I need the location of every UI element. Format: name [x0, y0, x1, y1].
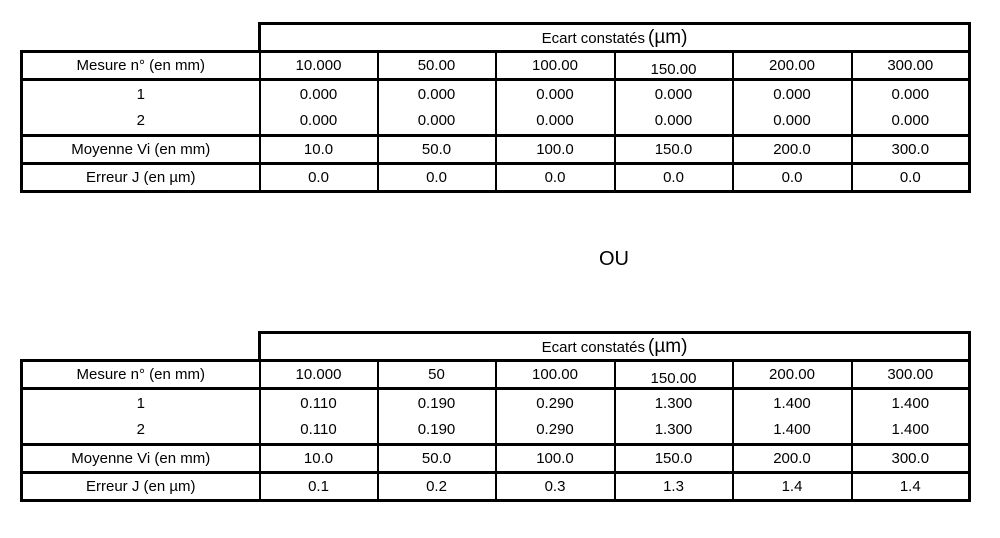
value-cell: 100.0: [494, 134, 616, 165]
value-cell: 1.400: [731, 387, 853, 417]
measure-label-cell: Mesure n° (en mm): [20, 359, 261, 390]
value-cell: 0.0: [376, 162, 497, 193]
error-row: Erreur J (en µm) 0.0 0.0 0.0 0.0 0.0 0.0: [20, 162, 972, 193]
row-number-cell: 1: [20, 387, 261, 417]
value-cell: 0.000: [494, 78, 616, 108]
value-cell: 0.000: [258, 78, 379, 108]
or-separator: OU: [599, 248, 629, 270]
column-header-cell: 300.00: [850, 50, 972, 81]
column-header-cell: 100.00: [494, 50, 616, 81]
value-cell: 1.400: [850, 387, 972, 417]
value-cell: 0.000: [731, 107, 853, 137]
deviation-header: Ecart constatés (µm): [257, 331, 972, 362]
blank-corner-cell: [22, 333, 260, 361]
value-cell: 1.400: [731, 416, 853, 446]
deviation-header-unit: (µm): [648, 26, 688, 48]
value-cell: 0.0: [731, 162, 853, 193]
value-cell: 0.190: [376, 387, 497, 417]
mean-row: Moyenne Vi (en mm) 10.0 50.0 100.0 150.0…: [20, 134, 972, 165]
column-header-cell: 50.00: [376, 50, 497, 81]
value-cell: 0.000: [494, 107, 616, 137]
row-number-cell: 2: [20, 416, 261, 446]
measure-row-1: 1 0.110 0.190 0.290 1.300 1.400 1.400: [20, 387, 972, 417]
value-cell: 0.000: [850, 107, 972, 137]
row-number-cell: 1: [20, 78, 261, 108]
value-cell: 200.0: [731, 134, 853, 165]
value-cell: 1.300: [613, 387, 734, 417]
value-cell: 0.000: [613, 107, 734, 137]
value-cell: 0.000: [376, 78, 497, 108]
measurement-table-1: Ecart constatés (µm) Mesure n° (en mm) 10…: [20, 22, 972, 193]
value-cell: 200.0: [731, 443, 853, 474]
value-cell: 10.0: [258, 443, 379, 474]
value-cell: 50.0: [376, 134, 497, 165]
mean-row: Moyenne Vi (en mm) 10.0 50.0 100.0 150.0…: [20, 443, 972, 474]
column-header-cell: 10.000: [258, 359, 379, 390]
deviation-header: Ecart constatés (µm): [257, 22, 972, 53]
value-cell: 300.0: [850, 443, 972, 474]
value-cell: 0.000: [613, 78, 734, 108]
value-cell: 0.110: [258, 416, 379, 446]
column-header-row: Mesure n° (en mm) 10.000 50.00 100.00 15…: [20, 50, 972, 81]
error-row: Erreur J (en µm) 0.1 0.2 0.3 1.3 1.4 1.4: [20, 471, 972, 502]
column-header-cell: 10.000: [258, 50, 379, 81]
column-header-cell: 100.00: [494, 359, 616, 390]
error-label-cell: Erreur J (en µm): [20, 471, 261, 502]
measure-label-cell: Mesure n° (en mm): [20, 50, 261, 81]
value-cell: 1.4: [731, 471, 853, 502]
value-cell: 0.0: [494, 162, 616, 193]
value-cell: 0.0: [850, 162, 972, 193]
column-header-cell: 300.00: [850, 359, 972, 390]
column-header-row: Mesure n° (en mm) 10.000 50 100.00 150.0…: [20, 359, 972, 390]
value-cell: 0.000: [731, 78, 853, 108]
mean-label-cell: Moyenne Vi (en mm): [20, 134, 261, 165]
value-cell: 0.0: [258, 162, 379, 193]
value-cell: 0.190: [376, 416, 497, 446]
deviation-header-unit: (µm): [648, 335, 688, 357]
value-cell: 1.4: [850, 471, 972, 502]
deviation-header-title: Ecart constatés: [541, 338, 645, 356]
value-cell: 150.0: [613, 134, 734, 165]
value-cell: 0.000: [850, 78, 972, 108]
deviation-header-row: Ecart constatés (µm): [22, 331, 972, 362]
value-cell: 0.110: [258, 387, 379, 417]
value-cell: 0.000: [376, 107, 497, 137]
value-cell: 1.3: [613, 471, 734, 502]
value-cell: 10.0: [258, 134, 379, 165]
mean-label-cell: Moyenne Vi (en mm): [20, 443, 261, 474]
value-cell: 50.0: [376, 443, 497, 474]
value-cell: 100.0: [494, 443, 616, 474]
value-cell: 300.0: [850, 134, 972, 165]
value-cell: 0.290: [494, 387, 616, 417]
value-cell: 1.300: [613, 416, 734, 446]
blank-corner-cell: [22, 24, 260, 52]
measurement-table-2: Ecart constatés (µm) Mesure n° (en mm) 10…: [20, 331, 972, 502]
value-cell: 1.400: [850, 416, 972, 446]
measure-row-1: 1 0.000 0.000 0.000 0.000 0.000 0.000: [20, 78, 972, 108]
value-cell: 150.0: [613, 443, 734, 474]
deviation-header-row: Ecart constatés (µm): [22, 22, 972, 53]
value-cell: 0.290: [494, 416, 616, 446]
measure-row-2: 2 0.110 0.190 0.290 1.300 1.400 1.400: [20, 416, 972, 446]
column-header-cell: 150.00: [613, 50, 734, 81]
column-header-cell: 50: [376, 359, 497, 390]
column-header-cell: 200.00: [731, 50, 853, 81]
measure-row-2: 2 0.000 0.000 0.000 0.000 0.000 0.000: [20, 107, 972, 137]
error-label-cell: Erreur J (en µm): [20, 162, 261, 193]
column-header-cell: 150.00: [613, 359, 734, 390]
value-cell: 0.0: [613, 162, 734, 193]
value-cell: 0.1: [258, 471, 379, 502]
value-cell: 0.2: [376, 471, 497, 502]
deviation-header-title: Ecart constatés: [541, 29, 645, 47]
row-number-cell: 2: [20, 107, 261, 137]
value-cell: 0.000: [258, 107, 379, 137]
column-header-cell: 200.00: [731, 359, 853, 390]
value-cell: 0.3: [494, 471, 616, 502]
